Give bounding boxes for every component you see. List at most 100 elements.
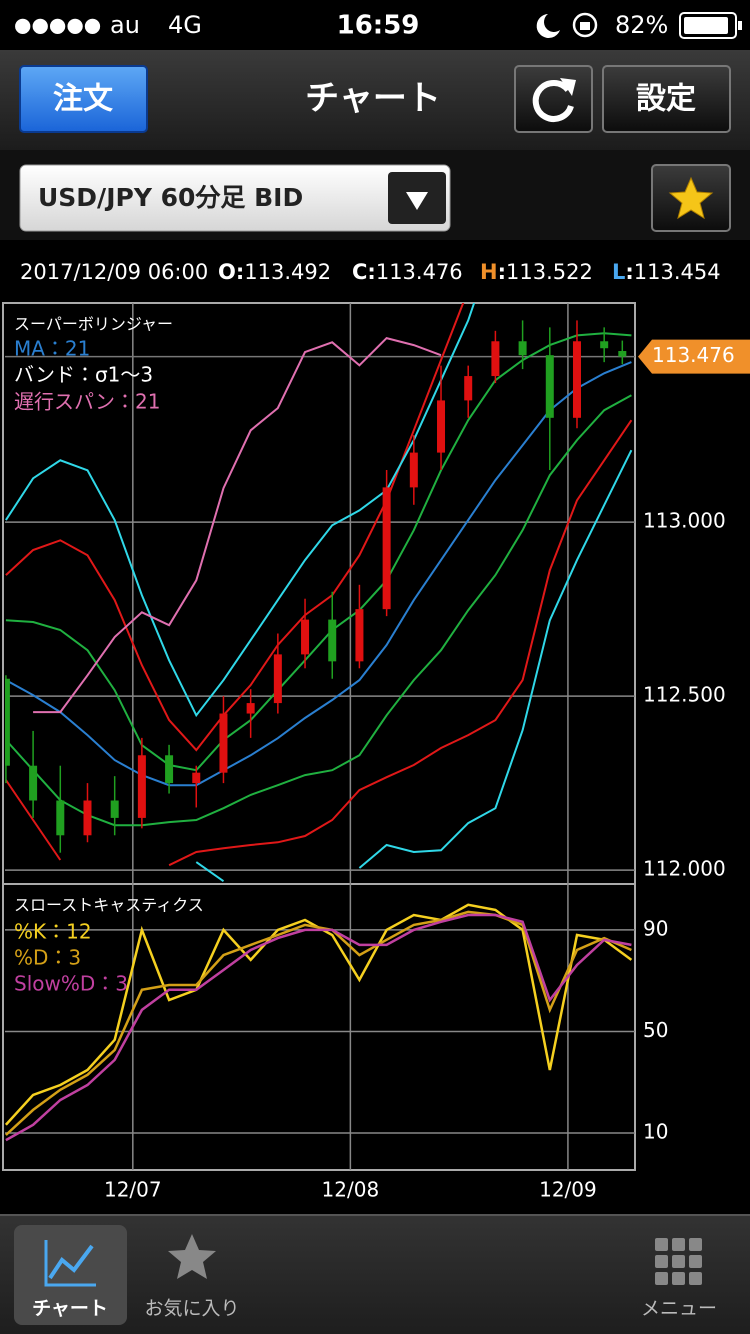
candle-body xyxy=(464,376,473,401)
tab-label[interactable]: メニュー xyxy=(641,1298,717,1320)
tab-chart[interactable]: チャート xyxy=(14,1225,127,1325)
series-line xyxy=(33,336,442,714)
candle-body xyxy=(83,800,92,836)
refresh-icon[interactable] xyxy=(532,79,574,122)
candle-body xyxy=(219,713,228,773)
candle-body xyxy=(56,800,65,836)
x-tick-label: 12/07 xyxy=(104,1178,162,1202)
candle-body xyxy=(545,355,554,418)
legend-entry: %K：12 xyxy=(14,920,92,944)
candle-body xyxy=(491,341,500,377)
status-bar xyxy=(0,0,750,50)
star-icon[interactable] xyxy=(668,176,714,220)
quote-label: C xyxy=(352,260,367,284)
candle-body xyxy=(137,755,146,818)
network: 4G xyxy=(168,11,202,39)
series-line xyxy=(5,361,632,787)
series-line xyxy=(5,332,632,772)
order-button-bg[interactable] xyxy=(19,65,148,133)
series-line xyxy=(5,394,632,827)
candle-body xyxy=(518,341,527,356)
favorite-button[interactable] xyxy=(651,164,731,232)
legend-entry: MA：21 xyxy=(14,337,90,361)
candle-body xyxy=(572,341,581,418)
y-tick-label: 112.000 xyxy=(643,857,726,881)
candle-body xyxy=(437,400,446,453)
candle-body xyxy=(328,619,337,662)
x-tick-label: 12/08 xyxy=(322,1178,380,1202)
menu-tab-icon[interactable] xyxy=(655,1238,702,1285)
quote-datetime: 2017/12/09 06:00 xyxy=(20,260,208,284)
last-price-tag xyxy=(638,339,750,374)
candle-body xyxy=(165,755,174,784)
y-tick-label: 50 xyxy=(643,1018,668,1042)
candle-body xyxy=(246,703,255,714)
candle-body xyxy=(301,619,310,655)
tab-selected-bg[interactable] xyxy=(14,1225,127,1325)
quote-separator: : xyxy=(498,260,506,284)
tab-menu[interactable]: メニュー xyxy=(641,1238,717,1320)
quote-item: C:113.476 xyxy=(352,260,463,284)
quote-value: 113.476 xyxy=(376,260,463,284)
series-line xyxy=(5,913,632,1142)
tab-label[interactable]: チャート xyxy=(32,1298,108,1320)
indicator-title: スーパーボリンジャー xyxy=(14,315,173,334)
candle-body xyxy=(192,772,201,784)
candle-body xyxy=(618,351,627,357)
lock-body xyxy=(580,22,590,30)
candle-body xyxy=(409,452,418,488)
y-tick-label: 90 xyxy=(643,916,668,940)
candle-body xyxy=(600,341,609,349)
chart-tab-icon-line[interactable] xyxy=(48,1244,94,1280)
quote-label: H xyxy=(480,260,498,284)
x-tick-label: 12/09 xyxy=(539,1178,597,1202)
battery-level xyxy=(684,17,728,34)
legend-entry: Slow%D：3 xyxy=(14,972,128,996)
quote-value: 113.492 xyxy=(244,260,331,284)
refresh-button-bg[interactable] xyxy=(514,65,593,133)
dropdown-arrow[interactable] xyxy=(406,192,428,210)
quote-item: H:113.522 xyxy=(480,260,593,284)
settings-button[interactable]: 設定 xyxy=(602,65,731,133)
refresh-arrow[interactable] xyxy=(560,78,576,96)
favorites-tab-icon[interactable] xyxy=(168,1234,216,1279)
legend-entry: 遅行スパン：21 xyxy=(14,390,160,414)
series-line xyxy=(5,910,632,1136)
signal: ●●●●● xyxy=(14,13,101,37)
chart-frame xyxy=(2,302,636,1171)
quote-item: O:113.492 xyxy=(218,260,331,284)
series-line xyxy=(5,419,633,867)
order-button-label[interactable]: 注文 xyxy=(53,82,113,117)
tab-label[interactable]: お気に入り xyxy=(144,1298,239,1320)
settings-button-bg[interactable] xyxy=(602,65,731,133)
quote-separator: : xyxy=(367,260,375,284)
symbol-dropdown[interactable]: USD/JPY 60分足 BID xyxy=(19,164,451,232)
chart-tab-icon-axis[interactable] xyxy=(44,1240,96,1287)
moon-icon xyxy=(536,14,560,38)
nav-title: チャート xyxy=(305,79,441,119)
y-tick-label: 113.000 xyxy=(643,509,726,533)
candle-body xyxy=(29,765,38,801)
quote-separator: : xyxy=(236,260,244,284)
series-line xyxy=(5,303,465,752)
legend-entry: %D：3 xyxy=(14,946,81,970)
order-button[interactable]: 注文 xyxy=(19,65,148,133)
lock-icon xyxy=(572,12,598,38)
tab-favorites[interactable]: お気に入り xyxy=(144,1234,240,1320)
candle-body xyxy=(382,487,391,610)
settings-button-label[interactable]: 設定 xyxy=(636,82,696,117)
legend-entry: バンド：σ1〜3 xyxy=(14,363,153,387)
refresh-button[interactable] xyxy=(514,65,593,133)
dropdown-bg[interactable] xyxy=(19,164,451,232)
symbol-label[interactable]: USD/JPY 60分足 BID xyxy=(38,183,303,212)
candle-body xyxy=(273,654,282,704)
carrier: au xyxy=(110,11,140,39)
quote-separator: : xyxy=(625,260,633,284)
y-tick-label: 10 xyxy=(643,1119,668,1143)
battery-tip xyxy=(738,21,742,30)
battery-frame xyxy=(679,12,737,39)
candle-body xyxy=(110,800,119,818)
quote-value: 113.454 xyxy=(634,260,721,284)
quote-label: O xyxy=(218,260,236,284)
